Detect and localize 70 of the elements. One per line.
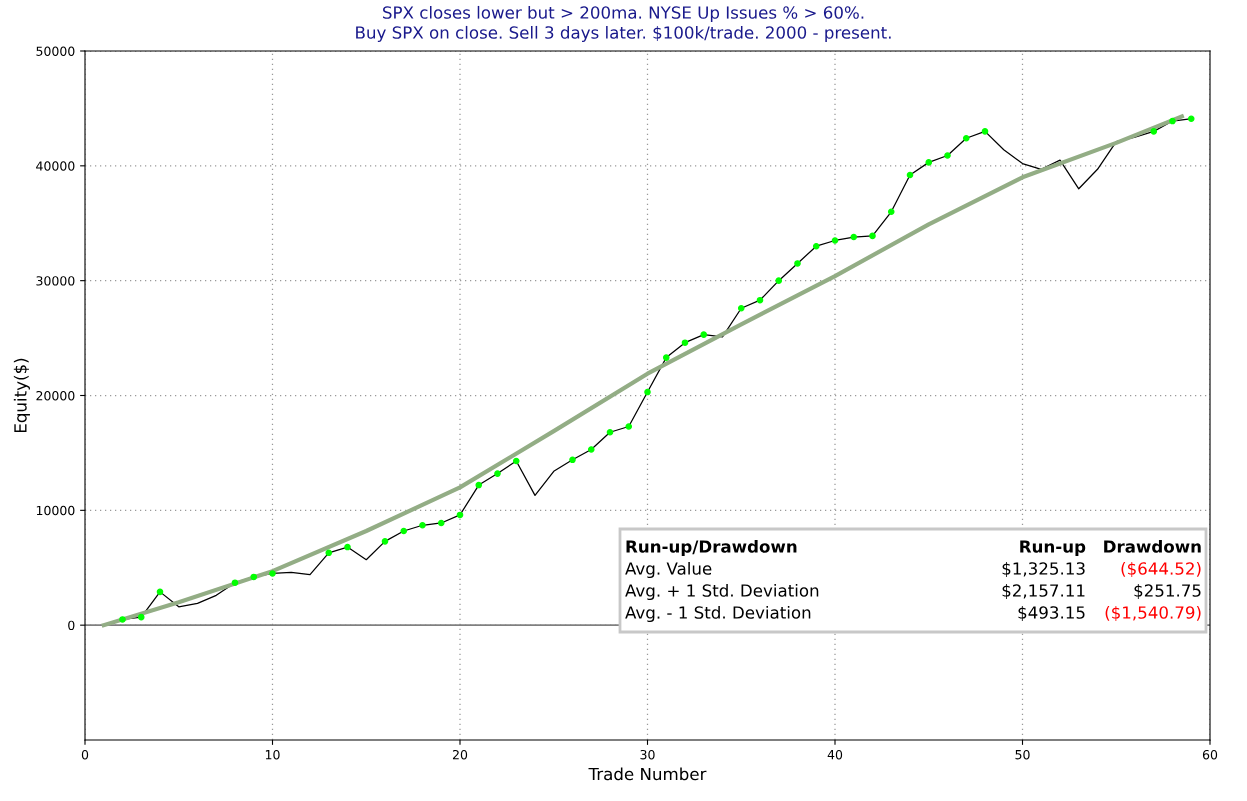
- chart-subtitle: Buy SPX on close. Sell 3 days later. $100k/trade. 2000 - present.: [356, 25, 891, 43]
- annotation: Drawdown: [1104, 539, 1201, 553]
- point: [1187, 115, 1195, 123]
- annotation: Run-up/Drawdown: [626, 539, 797, 557]
- point: [269, 570, 276, 577]
- point: [700, 331, 708, 338]
- point: [606, 428, 614, 436]
- point: [737, 304, 745, 312]
- point: [681, 339, 689, 346]
- point: [137, 613, 145, 621]
- point: [400, 527, 408, 535]
- x-axis-title: Trade Number: [588, 767, 707, 781]
- annotation: $493.15: [1018, 605, 1085, 622]
- annotation: ($1,540.79): [1105, 605, 1201, 622]
- point: [1169, 117, 1176, 125]
- y-tick-label: 10000: [36, 505, 75, 516]
- point: [794, 260, 801, 267]
- point: [156, 588, 164, 596]
- annotation: $251.75: [1134, 583, 1201, 600]
- point: [325, 549, 333, 557]
- annotation: $2,157.11: [1002, 583, 1085, 600]
- x-tick-label: 40: [827, 749, 843, 760]
- annotation: Avg. Value: [625, 561, 712, 579]
- point: [569, 456, 576, 464]
- chart-title: SPX closes lower but > 200ma. NYSE Up Issues % > 60%.: [383, 5, 864, 23]
- point: [494, 470, 501, 477]
- point: [119, 616, 126, 623]
- point: [925, 159, 933, 166]
- annotation: Run-up: [1020, 540, 1086, 557]
- point: [437, 519, 445, 527]
- point: [662, 354, 670, 361]
- point: [644, 388, 651, 396]
- annotation: ($644.52): [1121, 561, 1201, 578]
- annotation: Avg. - 1 Std. Deviation: [625, 605, 811, 623]
- point: [756, 296, 764, 304]
- y-tick-label: 0: [68, 620, 75, 631]
- y-tick-label: 40000: [36, 161, 75, 171]
- x-tick-label: 50: [1015, 749, 1030, 760]
- point: [869, 232, 876, 240]
- point: [906, 171, 914, 179]
- y-tick-label: 50000: [36, 46, 75, 56]
- point: [1150, 128, 1158, 135]
- y-tick-label: 30000: [36, 276, 75, 286]
- point: [512, 457, 520, 465]
- x-tick-label: 10: [265, 749, 280, 760]
- point: [775, 277, 783, 284]
- point: [831, 237, 839, 244]
- y-tick-label: 20000: [36, 390, 75, 401]
- x-tick-label: 20: [452, 749, 468, 760]
- point: [475, 481, 483, 489]
- point: [231, 579, 239, 586]
- point: [456, 511, 464, 519]
- point: [944, 152, 951, 159]
- point: [981, 128, 989, 135]
- point: [887, 208, 895, 216]
- annotation: Avg. + 1 Std. Deviation: [625, 583, 819, 601]
- point: [250, 573, 258, 581]
- point: [419, 521, 426, 529]
- x-tick-label: 30: [640, 749, 655, 760]
- x-tick-label: 0: [81, 749, 89, 760]
- x-tick-label: 60: [1202, 749, 1218, 760]
- point: [381, 538, 389, 545]
- annotation: $1,325.13: [1002, 561, 1085, 578]
- y-axis-title: Equity($): [13, 358, 30, 433]
- point: [625, 423, 633, 430]
- point: [344, 543, 351, 551]
- point: [850, 233, 858, 241]
- point: [812, 242, 820, 250]
- point: [962, 134, 970, 142]
- point: [587, 446, 595, 453]
